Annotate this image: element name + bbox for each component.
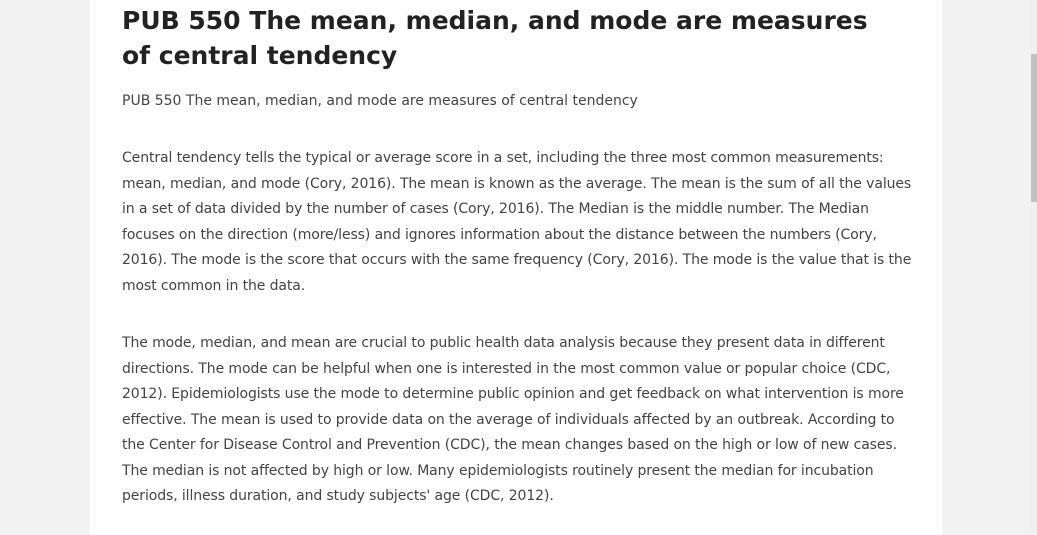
article-title: PUB 550 The mean, median, and mode are m… xyxy=(122,6,868,70)
scrollbar[interactable] xyxy=(1030,0,1037,535)
paragraph-central-tendency: Central tendency tells the typical or av… xyxy=(122,150,912,294)
paragraph-public-health: The mode, median, and mean are crucial t… xyxy=(122,335,904,504)
article-subtitle: PUB 550 The mean, median, and mode are m… xyxy=(122,93,638,109)
article-card: PUB 550 The mean, median, and mode are m… xyxy=(90,0,942,535)
scrollbar-thumb[interactable] xyxy=(1031,54,1037,202)
